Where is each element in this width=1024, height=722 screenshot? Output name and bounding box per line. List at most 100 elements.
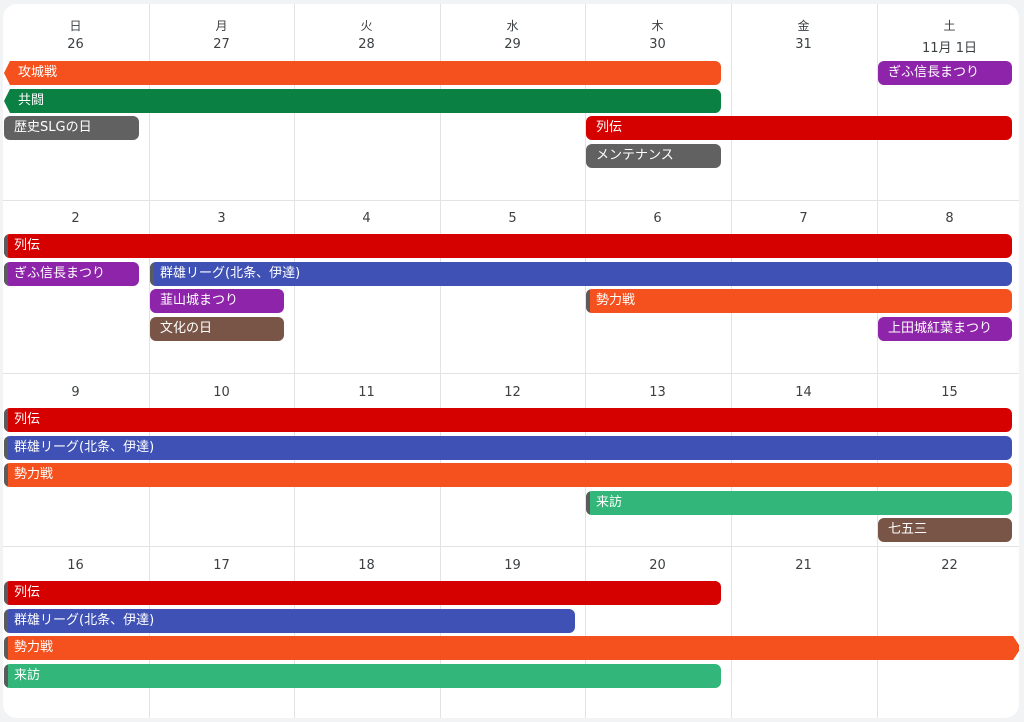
event-chip[interactable]: 共闘 <box>4 89 721 113</box>
event-title: 勢力戦 <box>596 293 636 308</box>
event-title: 勢力戦 <box>14 640 54 655</box>
day-number[interactable]: 22 <box>941 558 958 573</box>
day-number[interactable]: 19 <box>504 558 521 573</box>
day-column-divider <box>294 4 295 718</box>
event-chip[interactable]: 勢力戦 <box>4 636 1019 660</box>
week-row-divider <box>3 373 1019 374</box>
event-title: 列伝 <box>14 585 41 600</box>
event-continuation-strip <box>4 581 8 605</box>
week-row-divider <box>3 546 1019 547</box>
event-title: ぎふ信長まつり <box>14 266 106 281</box>
event-chip[interactable]: 勢力戦 <box>4 463 1012 487</box>
event-title: 共闘 <box>18 93 45 108</box>
day-number[interactable]: 7 <box>799 211 808 226</box>
event-chip[interactable]: 韮山城まつり <box>150 289 284 313</box>
event-continuation-strip <box>4 262 8 286</box>
event-chip[interactable]: 群雄リーグ(北条、伊達) <box>4 436 1012 460</box>
day-number[interactable]: 8 <box>945 211 954 226</box>
day-number[interactable]: 5 <box>508 211 517 226</box>
event-title: メンテナンス <box>596 148 674 163</box>
day-number[interactable]: 29 <box>504 37 521 52</box>
day-number[interactable]: 16 <box>67 558 84 573</box>
day-number[interactable]: 12 <box>504 385 521 400</box>
event-continuation-strip <box>586 289 590 313</box>
day-number[interactable]: 4 <box>362 211 371 226</box>
day-column-divider <box>585 4 586 718</box>
day-number[interactable]: 20 <box>649 558 666 573</box>
event-chip[interactable]: 歴史SLGの日 <box>4 116 139 140</box>
day-number[interactable]: 28 <box>358 37 375 52</box>
day-number[interactable]: 27 <box>213 37 230 52</box>
event-title: 攻城戦 <box>18 65 58 80</box>
event-chip[interactable]: 列伝 <box>4 234 1012 258</box>
event-chip[interactable]: 来訪 <box>4 664 721 688</box>
event-chip[interactable]: メンテナンス <box>586 144 721 168</box>
event-chip[interactable]: 群雄リーグ(北条、伊達) <box>150 262 1012 286</box>
event-title: 群雄リーグ(北条、伊達) <box>160 266 301 281</box>
day-number[interactable]: 14 <box>795 385 812 400</box>
day-number[interactable]: 21 <box>795 558 812 573</box>
event-continuation-strip <box>150 262 154 286</box>
day-column-divider <box>440 4 441 718</box>
day-number[interactable]: 3 <box>217 211 226 226</box>
weekday-header: 水 <box>506 19 519 33</box>
day-number[interactable]: 6 <box>653 211 662 226</box>
event-title: 勢力戦 <box>14 467 54 482</box>
weekday-header: 木 <box>651 19 664 33</box>
event-chip[interactable]: 列伝 <box>586 116 1012 140</box>
event-chip[interactable]: 上田城紅葉まつり <box>878 317 1012 341</box>
event-continuation-strip <box>4 408 8 432</box>
event-chip[interactable]: 勢力戦 <box>586 289 1012 313</box>
event-chip[interactable]: 列伝 <box>4 581 721 605</box>
event-title: 韮山城まつり <box>160 293 239 308</box>
day-number[interactable]: 11 <box>358 385 375 400</box>
day-column-divider <box>149 4 150 718</box>
day-number[interactable]: 2 <box>71 211 80 226</box>
event-chip[interactable]: 文化の日 <box>150 317 284 341</box>
event-title: 群雄リーグ(北条、伊達) <box>14 440 155 455</box>
day-number[interactable]: 31 <box>795 37 812 52</box>
event-title: 七五三 <box>888 522 928 537</box>
event-title: 列伝 <box>14 238 41 253</box>
day-column-divider <box>877 4 878 718</box>
weekday-header: 金 <box>797 19 810 33</box>
event-continuation-strip <box>4 436 8 460</box>
weekday-header: 月 <box>215 19 228 33</box>
event-continuation-strip <box>4 234 8 258</box>
event-title: 列伝 <box>14 412 41 427</box>
week-row-divider <box>3 200 1019 201</box>
day-number[interactable]: 18 <box>358 558 375 573</box>
event-continuation-strip <box>586 491 590 515</box>
event-chip[interactable]: 攻城戦 <box>4 61 721 85</box>
day-number[interactable]: 30 <box>649 37 666 52</box>
event-continuation-strip <box>4 463 8 487</box>
event-title: 上田城紅葉まつり <box>888 321 993 336</box>
event-continuation-strip <box>4 609 8 633</box>
month-calendar: 日 月 火 水 木 金 土 26 27 28 29 30 31 11月 1日 2 3 4 5 6 7 8 9 10 11 12 1… <box>3 4 1019 718</box>
event-chip[interactable]: 七五三 <box>878 518 1012 542</box>
event-title: ぎふ信長まつり <box>888 65 980 80</box>
event-title: 歴史SLGの日 <box>14 120 92 135</box>
event-chip[interactable]: ぎふ信長まつり <box>878 61 1012 85</box>
day-number[interactable]: 10 <box>213 385 230 400</box>
event-chip[interactable]: 来訪 <box>586 491 1012 515</box>
day-number[interactable]: 11月 1日 <box>922 41 977 56</box>
event-title: 群雄リーグ(北条、伊達) <box>14 613 155 628</box>
weekday-header: 日 <box>69 19 82 33</box>
event-continuation-strip <box>4 664 8 688</box>
event-chip[interactable]: 群雄リーグ(北条、伊達) <box>4 609 575 633</box>
day-column-divider <box>731 4 732 718</box>
day-number[interactable]: 26 <box>67 37 84 52</box>
event-title: 来訪 <box>596 495 623 510</box>
event-continuation-strip <box>4 636 8 660</box>
event-title: 列伝 <box>596 120 623 135</box>
day-number[interactable]: 17 <box>213 558 230 573</box>
day-number[interactable]: 15 <box>941 385 958 400</box>
event-title: 文化の日 <box>160 321 213 336</box>
day-number[interactable]: 13 <box>649 385 666 400</box>
weekday-header: 土 <box>943 19 956 33</box>
event-chip[interactable]: ぎふ信長まつり <box>4 262 139 286</box>
weekday-header: 火 <box>360 19 373 33</box>
day-number[interactable]: 9 <box>71 385 80 400</box>
event-chip[interactable]: 列伝 <box>4 408 1012 432</box>
